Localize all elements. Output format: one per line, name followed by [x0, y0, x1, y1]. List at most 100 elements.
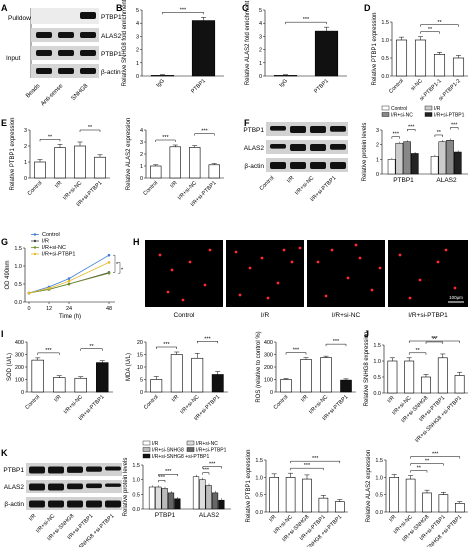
data-point [67, 282, 71, 286]
y-tick-label: 2 [259, 48, 262, 54]
fluor-cell [234, 250, 238, 254]
row-label: β-actin [4, 501, 24, 508]
panel-f-blot: F PTBP1 ALAS2 β-actin Control I/R I/R+si… [243, 118, 348, 203]
fluor-cell [276, 281, 280, 285]
significance-bracket [39, 139, 61, 142]
fluor-cell [398, 253, 402, 257]
y-axis-label: Relative PTBP1 expression [246, 449, 252, 522]
x-tick-label: Control [143, 394, 160, 411]
bar [189, 147, 201, 179]
blot-actin [266, 158, 348, 172]
bar [211, 492, 219, 510]
y-tick-label: 20 [137, 340, 143, 346]
blot-band [80, 12, 96, 19]
bar [446, 140, 454, 175]
bar [150, 75, 175, 77]
significance-label: ** [432, 337, 437, 343]
legend-swatch [424, 105, 433, 111]
significance-bracket [80, 348, 103, 351]
panel-letter: J [364, 329, 369, 339]
y-axis-label: Relative SNHG8 fold enrichment [122, 0, 128, 86]
significance-bracket [410, 463, 444, 466]
bar [150, 379, 163, 393]
bar [404, 360, 415, 394]
lane-label: Control [259, 175, 276, 192]
x-tick-label: I/R+si-NC [63, 394, 84, 415]
y-axis-label: Relative SNHG8 expression [364, 332, 370, 407]
chart-g: 0.0 0.5 1.0 1.5 OD 490nm G 0 12 24 48 Time (h) Cont… [1, 232, 124, 320]
x-tick-label: 0 [27, 306, 30, 312]
blot-band [310, 162, 326, 169]
bar [421, 376, 431, 394]
series-line [28, 272, 110, 294]
significance-label: *** [180, 7, 187, 13]
significance-bracket [410, 456, 461, 459]
row-label: PTBP1 [243, 127, 264, 134]
data-point [67, 277, 71, 280]
significance-label: *** [165, 469, 172, 475]
y-tick-label: 1.0 [255, 475, 263, 481]
row-label: β-actin [101, 69, 121, 76]
fluor-cell [282, 248, 286, 252]
bar [395, 142, 404, 175]
bar [174, 498, 181, 510]
fluor-cell [324, 294, 328, 298]
legend-label: I/R+si-NC [196, 441, 218, 447]
bar [454, 375, 465, 394]
data-point [107, 271, 111, 275]
fluor-cell [158, 253, 162, 257]
significance-label: *** [209, 462, 216, 468]
y-axis-label: Relative ALAS2 expression [126, 118, 132, 190]
y-tick-label: 0 [21, 390, 24, 396]
significance-label: *** [408, 124, 415, 130]
fluor-cell [166, 290, 170, 294]
legend-label: I/R [152, 441, 159, 447]
legend-label: I/R+si-SNHG8 +si-PTBP1 [152, 454, 209, 460]
fluor-image-si-ptbp1 [388, 240, 468, 307]
y-tick-label: 0 [376, 172, 379, 178]
significance-bracket [158, 473, 178, 477]
panel-letter: I [1, 329, 4, 339]
y-tick-label: 5 [140, 378, 143, 384]
fluor-cell [248, 266, 252, 270]
y-tick-label: 200 [264, 365, 273, 371]
legend-label: Control [42, 232, 60, 238]
image-label: I/R+si-NC [332, 312, 361, 319]
y-tick-label: 1 [259, 61, 262, 67]
x-tick-label: Control [142, 180, 159, 197]
fluor-cell [378, 266, 382, 270]
significance-label: *** [451, 123, 458, 129]
data-point [107, 253, 111, 257]
image-label: I/R+si-PTBP1 [408, 312, 448, 319]
panel-letter: H [133, 237, 140, 247]
significance-label: *** [333, 339, 340, 345]
y-tick-label: 2 [376, 143, 379, 149]
y-tick-label: 400 [15, 340, 24, 346]
y-axis-label: Relative PTBP1 expression [10, 117, 16, 190]
lane-label: SNHG8 [71, 83, 90, 102]
significance-bracket [285, 21, 327, 25]
significance-label: *** [304, 463, 311, 469]
significance-label: ** [88, 125, 93, 131]
blot-ptbp1 [266, 122, 348, 136]
blot-band [105, 466, 121, 471]
y-tick-label: 0.5 [373, 375, 381, 381]
y-tick-label: 0.0 [255, 510, 263, 516]
y-tick-label: 0 [140, 176, 143, 182]
blot-band [86, 466, 102, 472]
fluor-image-si-nc [307, 240, 385, 307]
x-tick-label: Control [388, 78, 405, 95]
y-tick-label: 2 [136, 48, 139, 54]
bar [387, 159, 396, 175]
panel-k-blot: K PTBP1 ALAS2 β-actin I/R I/R+si-NC I/R+… [1, 448, 122, 547]
y-tick-label: 1.0 [132, 478, 140, 484]
fluor-cell [208, 248, 212, 252]
blot-band [67, 483, 83, 490]
y-tick-label: 1 [24, 160, 27, 166]
significance-label: *** [203, 468, 210, 474]
y-tick-label: 3 [136, 34, 139, 40]
y-tick-label: 0.5 [255, 493, 263, 499]
fluor-cell [354, 243, 358, 247]
